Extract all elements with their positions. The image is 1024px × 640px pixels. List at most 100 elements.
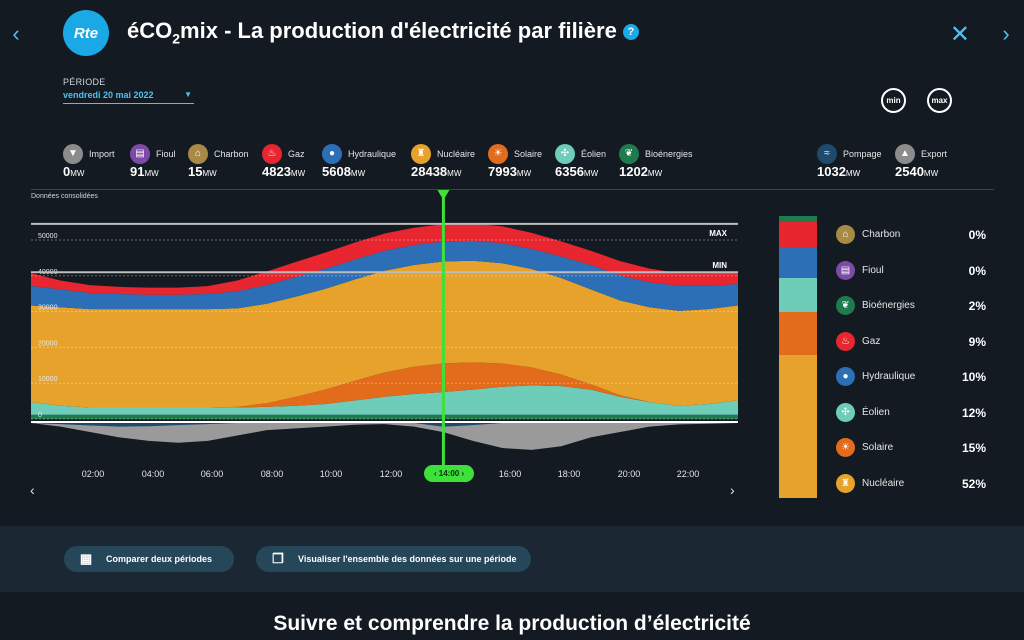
production-area-chart[interactable]: 50000400003000020000100000MAXMIN xyxy=(0,0,1024,520)
source-value: 6356MW xyxy=(555,164,598,179)
time-cursor-handle[interactable]: ‹ 14:00 › xyxy=(424,465,474,482)
source-value-unit: MW xyxy=(447,169,462,178)
wind-turbine-icon: ✣ xyxy=(836,402,855,422)
mix-bar-segment xyxy=(779,278,817,312)
x-tick-label: 04:00 xyxy=(141,469,165,479)
source-value: 15MW xyxy=(188,164,217,179)
title-suffix: mix - La production d'électricité par fi… xyxy=(180,18,617,43)
title-prefix: éCO xyxy=(127,18,173,43)
mix-legend-percent: 0% xyxy=(968,228,986,242)
area-hydraulique xyxy=(31,240,738,311)
x-tick-label: 20:00 xyxy=(617,469,641,479)
mix-legend-item: ♨ Gaz 9% xyxy=(836,331,986,352)
source-value-number: 91 xyxy=(130,164,145,179)
mix-legend-percent: 15% xyxy=(961,441,986,455)
x-tick-label: 08:00 xyxy=(260,469,284,479)
source-value: 1032MW xyxy=(817,164,860,179)
rte-logo: Rte xyxy=(63,10,109,56)
mix-legend-label: Nucléaire xyxy=(862,477,905,489)
mix-legend-item: ● Hydraulique 10% xyxy=(836,367,986,387)
previous-arrow-icon[interactable]: ‹ xyxy=(12,21,20,46)
area-éolien xyxy=(31,385,738,415)
min-button[interactable]: min xyxy=(881,88,906,113)
area-solaire xyxy=(31,362,738,408)
compare-label: Comparer deux périodes xyxy=(106,554,213,564)
source-label: Éolien xyxy=(581,149,607,159)
nuclear-plant-icon: ♜ xyxy=(836,473,855,493)
mix-legend-percent: 10% xyxy=(961,370,986,384)
chevron-up-icon: ▲ xyxy=(895,144,915,164)
x-tick-label: 12:00 xyxy=(379,469,403,479)
source-value-number: 1032 xyxy=(817,164,846,179)
cursor-time: 14:00 xyxy=(438,469,460,478)
period-label: PÉRIODE xyxy=(63,77,106,87)
nuclear-plant-icon: ♜ xyxy=(411,144,431,164)
source-value: 28438MW xyxy=(411,164,461,179)
source-value-number: 4823 xyxy=(262,164,291,179)
area-nucléaire xyxy=(31,260,738,408)
source-value-number: 2540 xyxy=(895,164,924,179)
mix-legend-item: ☀ Solaire 15% xyxy=(836,438,986,458)
mix-legend-item: ❦ Bioénergies 2% xyxy=(836,296,986,316)
source-value-number: 6356 xyxy=(555,164,584,179)
x-tick-label: 02:00 xyxy=(81,469,105,479)
mix-legend-percent: 0% xyxy=(968,263,986,278)
source-value-number: 0 xyxy=(63,164,71,179)
source-value-unit: MW xyxy=(647,169,663,178)
leaf-icon: ❦ xyxy=(619,144,639,164)
area-pompage xyxy=(31,423,738,427)
period-date-value: vendredi 20 mai 2022 xyxy=(63,90,154,100)
y-tick-label: 0 xyxy=(38,412,42,419)
chevron-down-icon: ▼ xyxy=(184,90,192,99)
mix-legend-percent: 9% xyxy=(968,334,986,349)
source-label: Gaz xyxy=(288,149,305,159)
source-value-unit: MW xyxy=(583,169,599,178)
oil-barrel-icon: ▤ xyxy=(836,260,855,280)
source-value: 4823MW xyxy=(262,164,305,179)
mix-bar-segment xyxy=(779,248,817,278)
source-label: Pompage xyxy=(843,149,882,159)
wind-turbine-icon: ✣ xyxy=(555,144,575,164)
mix-legend-label: Fioul xyxy=(862,264,884,276)
title-subscript: 2 xyxy=(172,30,181,47)
x-tick-label: 06:00 xyxy=(200,469,224,479)
source-value-number: 28438 xyxy=(411,164,448,179)
mix-bar-segment xyxy=(779,312,817,355)
sun-icon: ☀ xyxy=(488,144,508,164)
coal-icon: ⌂ xyxy=(188,144,208,164)
source-label: Import xyxy=(89,149,115,159)
sun-icon: ☀ xyxy=(836,438,855,457)
min-label: MIN xyxy=(712,261,727,270)
source-value-number: 7993 xyxy=(488,164,517,179)
y-tick-label: 20000 xyxy=(38,340,58,347)
mix-legend-item: ⌂ Charbon 0% xyxy=(836,225,986,245)
cursor-triangle-icon[interactable] xyxy=(437,190,450,200)
source-label: Bioénergies xyxy=(645,149,693,159)
chart-previous-icon[interactable]: ‹ xyxy=(30,482,35,498)
visualize-data-button[interactable]: ❐ Visualiser l'ensemble des données sur … xyxy=(256,546,531,572)
mix-bar-segment xyxy=(779,355,817,498)
oil-barrel-icon: ▤ xyxy=(130,144,150,164)
source-label: Export xyxy=(921,149,948,159)
compare-periods-button[interactable]: ▦ Comparer deux périodes xyxy=(64,546,234,572)
max-button[interactable]: max xyxy=(927,88,952,113)
source-value-unit: MW xyxy=(290,169,306,178)
mix-bar-segment xyxy=(779,216,817,222)
waves-icon: ≈ xyxy=(817,144,837,164)
logo-text: Rte xyxy=(73,24,99,42)
help-icon[interactable]: ? xyxy=(622,24,639,41)
source-value-unit: MW xyxy=(516,169,532,178)
source-value-unit: MW xyxy=(923,169,939,178)
period-date-select[interactable]: vendredi 20 mai 2022 ▼ xyxy=(63,90,194,104)
close-icon[interactable]: ✕ xyxy=(949,21,970,48)
source-value-number: 15 xyxy=(188,164,203,179)
consolidated-data-label: Données consolidées xyxy=(31,193,98,200)
mix-legend-item: ♜ Nucléaire 52% xyxy=(836,473,986,494)
source-label: Hydraulique xyxy=(348,149,397,159)
leaf-icon: ❦ xyxy=(836,296,855,315)
area-gaz xyxy=(31,223,738,295)
chart-next-icon[interactable]: › xyxy=(730,482,735,498)
source-value-unit: MW xyxy=(350,169,366,178)
next-arrow-icon[interactable]: › xyxy=(1002,21,1010,46)
source-value: 0MW xyxy=(63,164,84,179)
